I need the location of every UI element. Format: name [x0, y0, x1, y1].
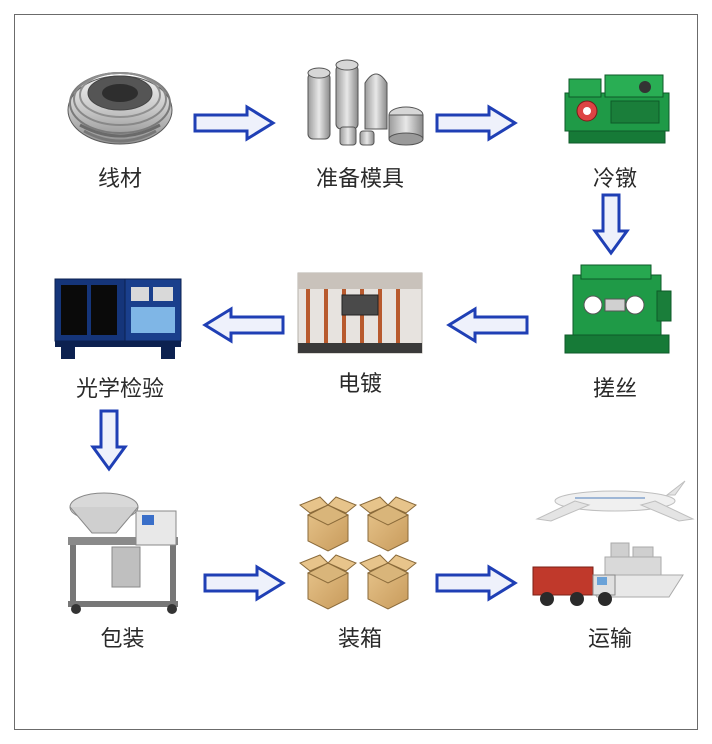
step-molds: 准备模具: [290, 55, 430, 193]
step-packing: 包装: [50, 485, 195, 653]
optical-inspection-machine-icon: [45, 265, 195, 365]
step-wire: 线材: [55, 55, 185, 193]
packing-machine-icon: [50, 485, 195, 615]
arrow-s7-s8: [203, 563, 287, 603]
step-optical-inspection: 光学检验: [45, 265, 195, 403]
cold-heading-machine-icon: [545, 55, 685, 155]
step-cold-heading-label: 冷镦: [545, 161, 685, 193]
step-thread-rolling-label: 搓丝: [545, 371, 685, 403]
step-electroplating: 电镀: [290, 265, 430, 398]
step-molds-label: 准备模具: [290, 161, 430, 193]
arrow-s6-s7: [89, 409, 129, 473]
cartons-icon: [290, 485, 430, 615]
step-cartons-label: 装箱: [290, 621, 430, 653]
step-wire-label: 线材: [55, 161, 185, 193]
arrow-s5-s6: [201, 305, 285, 345]
arrow-s4-s5: [445, 305, 529, 345]
step-thread-rolling: 搓丝: [545, 255, 685, 403]
step-transport-label: 运输: [525, 621, 695, 653]
arrow-s3-s4: [591, 193, 631, 257]
step-cartons: 装箱: [290, 485, 430, 653]
step-packing-label: 包装: [50, 621, 195, 653]
thread-rolling-machine-icon: [545, 255, 685, 365]
diagram-frame: 线材: [0, 0, 712, 744]
molds-icon: [290, 55, 430, 155]
arrow-s8-s9: [435, 563, 519, 603]
step-optical-inspection-label: 光学检验: [45, 371, 195, 403]
transport-icon: [525, 475, 695, 615]
arrow-s2-s3: [435, 103, 519, 143]
diagram-border: 线材: [14, 14, 698, 730]
arrow-s1-s2: [193, 103, 277, 143]
step-cold-heading: 冷镦: [545, 55, 685, 193]
step-electroplating-label: 电镀: [290, 366, 430, 398]
step-transport: 运输: [525, 475, 695, 653]
electroplating-line-icon: [290, 265, 430, 360]
wire-coil-icon: [55, 55, 185, 155]
